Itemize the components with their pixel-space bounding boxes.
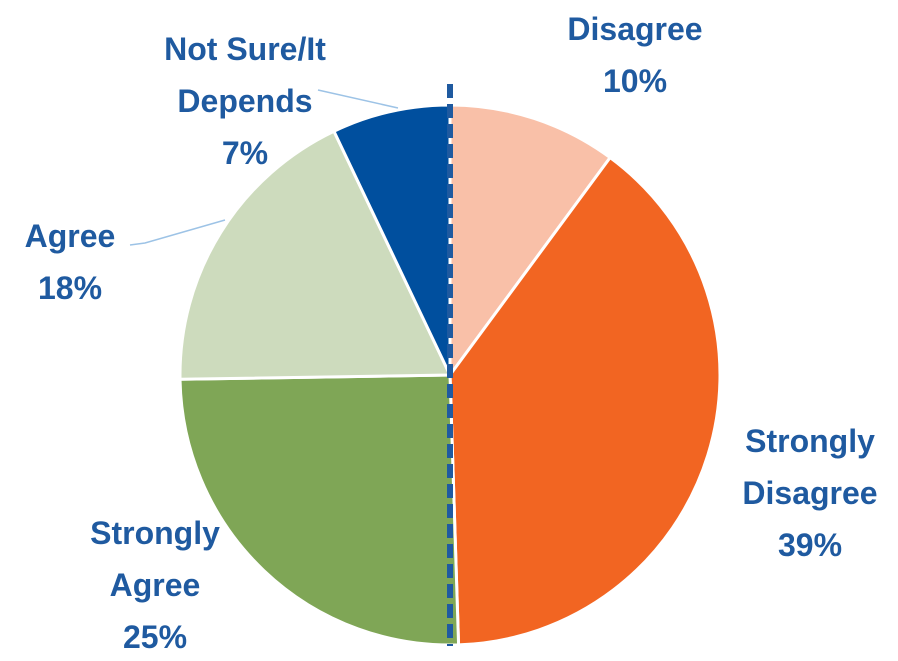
leader-line xyxy=(317,89,399,109)
slice-label: Strongly Disagree 39% xyxy=(720,415,898,571)
pie-slice xyxy=(448,103,613,380)
value-label: 7% xyxy=(221,135,269,171)
category-label: Disagree xyxy=(567,11,703,47)
value-label: 39% xyxy=(777,527,843,563)
pie-slice xyxy=(448,155,722,647)
slice-label: Strongly Agree 25% xyxy=(65,507,245,661)
slice-label: Disagree 10% xyxy=(535,3,735,107)
value-label: 18% xyxy=(37,270,103,306)
pie-slice xyxy=(178,373,461,647)
slice-label: Agree 18% xyxy=(5,210,135,314)
value-label: 10% xyxy=(602,63,668,99)
pie-slice xyxy=(178,129,453,381)
category-label: Strongly Agree xyxy=(90,515,220,603)
category-label: Not Sure/It Depends xyxy=(164,31,326,119)
category-label: Agree xyxy=(24,218,116,254)
category-label: Strongly Disagree xyxy=(742,423,878,511)
value-label: 25% xyxy=(122,619,188,655)
slice-label: Not Sure/It Depends 7% xyxy=(130,23,360,179)
leader-line xyxy=(129,219,226,246)
